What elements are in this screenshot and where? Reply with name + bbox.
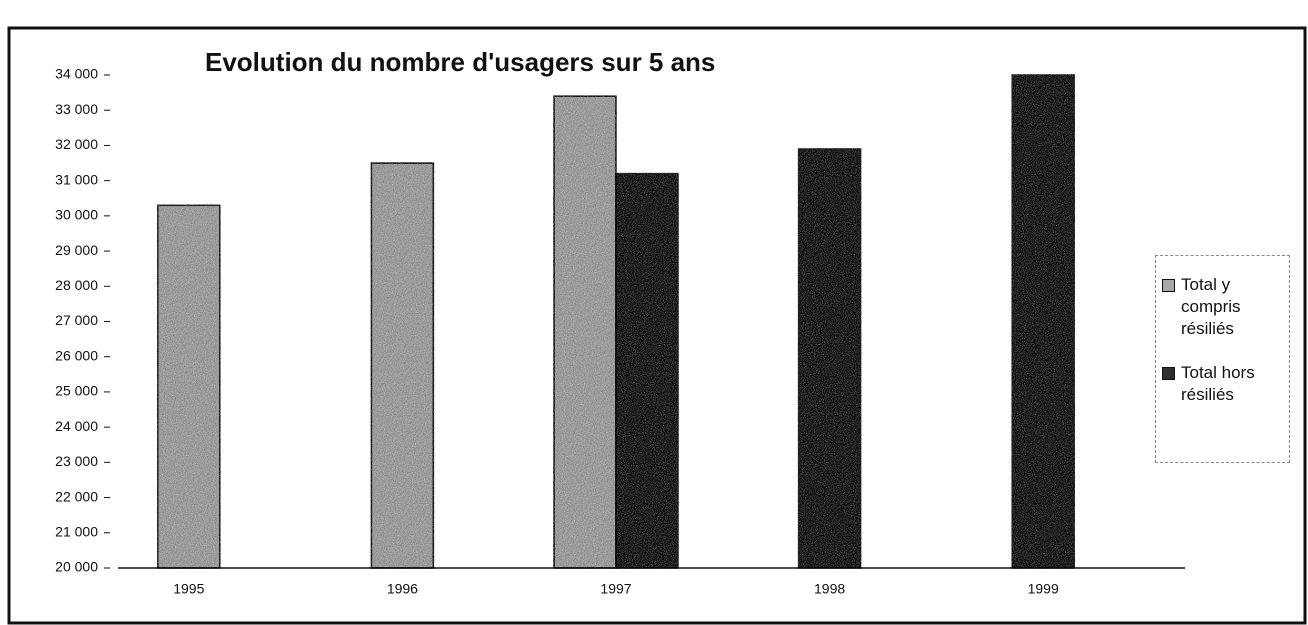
bar — [553, 95, 617, 569]
bar — [370, 162, 435, 569]
x-tick-label: 1999 — [1028, 581, 1059, 597]
legend: Total y compris résiliés Total hors résil… — [1155, 255, 1290, 463]
legend-label: Total y compris résiliés — [1181, 275, 1241, 338]
y-tick-label: 21 000 — [55, 523, 98, 539]
x-tick-label: 1997 — [600, 581, 631, 597]
bar — [1011, 74, 1075, 569]
y-tick-label: 30 000 — [55, 207, 98, 223]
legend-swatch — [1162, 279, 1175, 292]
y-tick-label: 25 000 — [55, 383, 98, 399]
chart-title: Evolution du nombre d'usagers sur 5 ans — [205, 47, 715, 77]
bar — [157, 204, 221, 569]
y-tick-label: 22 000 — [55, 488, 98, 504]
y-tick-label: 28 000 — [55, 277, 98, 293]
frame — [7, 26, 1307, 625]
y-tick-label: 32 000 — [55, 136, 98, 152]
y-tick-label: 24 000 — [55, 418, 98, 434]
y-tick-label: 34 000 — [55, 66, 98, 82]
y-tick-label: 27 000 — [55, 312, 98, 328]
legend-swatch — [1162, 367, 1175, 380]
legend-label: Total hors résiliés — [1181, 363, 1255, 404]
y-tick-label: 29 000 — [55, 242, 98, 258]
y-tick-label: 31 000 — [55, 171, 98, 187]
y-tick-label: 33 000 — [55, 101, 98, 117]
bar — [797, 148, 862, 569]
y-tick-label: 20 000 — [55, 559, 98, 575]
y-tick-label: 23 000 — [55, 453, 98, 469]
legend-item: Total y compris résiliés — [1162, 274, 1283, 340]
x-tick-label: 1995 — [173, 581, 204, 597]
bar — [615, 172, 679, 569]
x-tick-label: 1998 — [814, 581, 845, 597]
x-tick-label: 1996 — [387, 581, 418, 597]
legend-item: Total hors résiliés — [1162, 362, 1283, 406]
y-tick-label: 26 000 — [55, 347, 98, 363]
